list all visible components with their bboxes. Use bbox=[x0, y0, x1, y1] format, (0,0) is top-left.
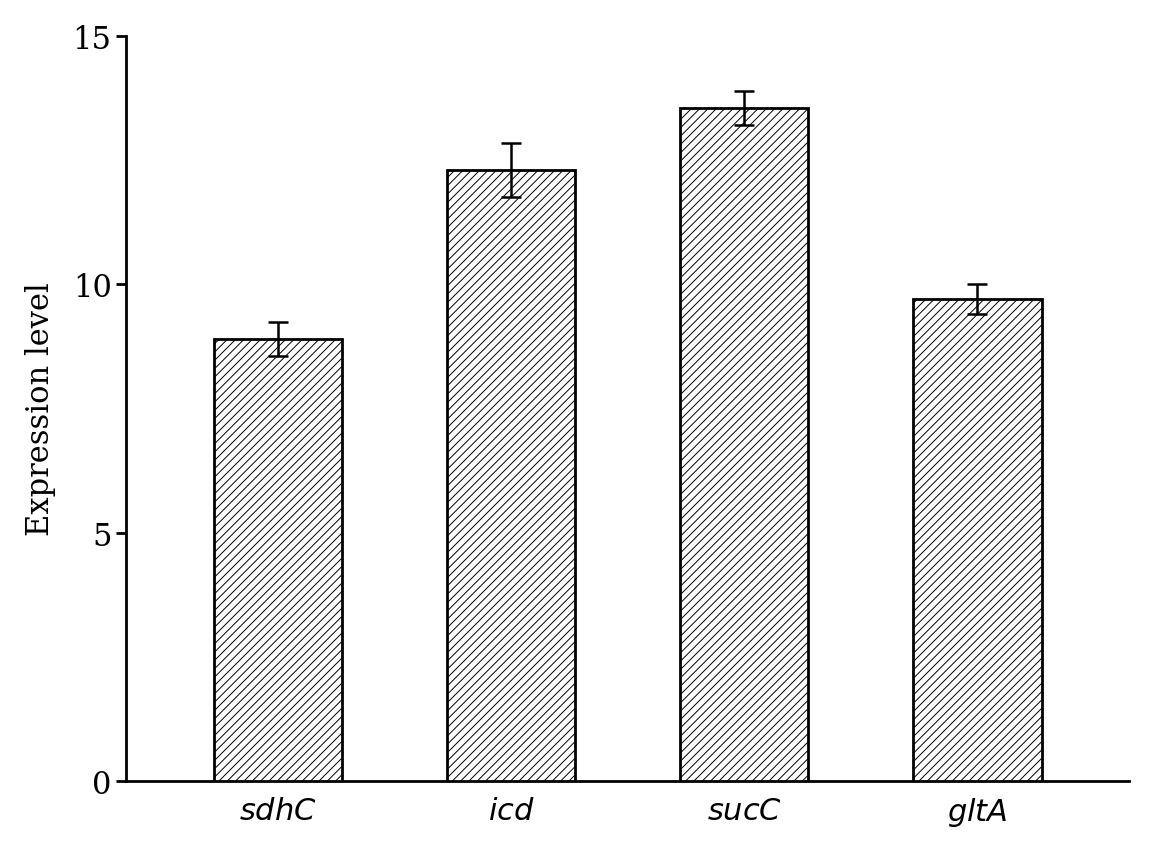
Bar bbox=[913, 300, 1042, 781]
Y-axis label: Expression level: Expression level bbox=[25, 282, 57, 536]
Bar bbox=[447, 171, 575, 781]
Bar bbox=[680, 109, 808, 781]
Bar bbox=[213, 339, 342, 781]
